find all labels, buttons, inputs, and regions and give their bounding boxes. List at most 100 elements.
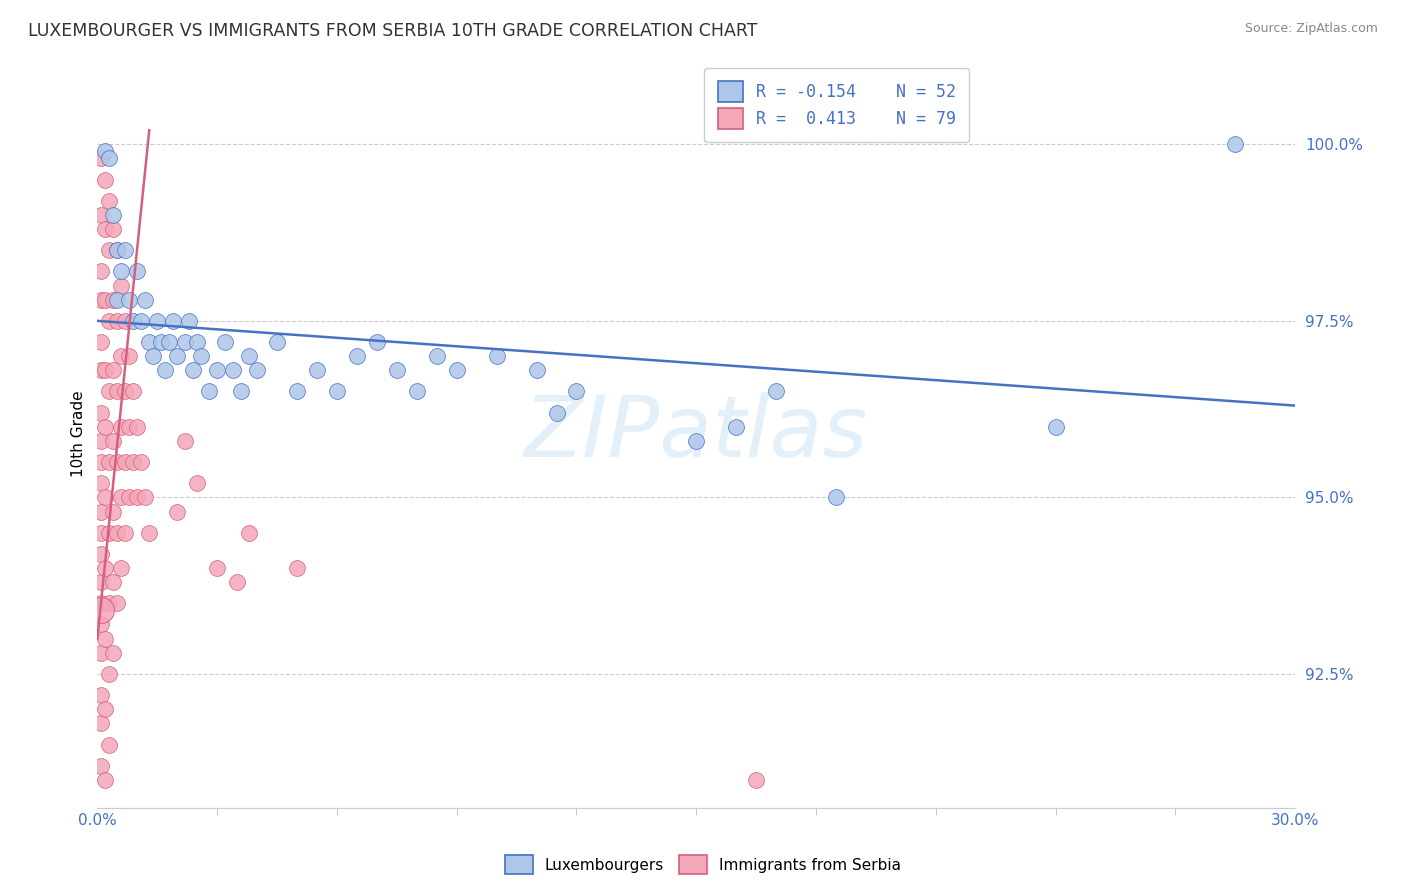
Point [238,349,260,363]
Point [98,314,121,328]
Point [118,349,141,363]
Point [1045,419,1067,434]
Point [90,293,112,307]
Point [90,575,112,590]
Point [110,419,132,434]
Point [146,314,169,328]
Point [157,334,180,349]
Point [129,455,152,469]
Point [105,244,128,258]
Point [90,152,112,166]
Point [186,334,208,349]
Point [103,208,125,222]
Point [94,772,117,787]
Point [246,363,269,377]
Point [110,264,132,278]
Point [105,293,128,307]
Point [94,172,117,186]
Point [105,384,128,399]
Text: ZIPatlas: ZIPatlas [524,392,869,475]
Point [446,363,468,377]
Point [90,646,112,660]
Point [765,384,787,399]
Point [90,603,112,617]
Point [110,561,132,575]
Point [745,772,768,787]
Point [186,476,208,491]
Point [114,244,136,258]
Point [205,363,228,377]
Point [122,455,145,469]
Point [94,702,117,716]
Point [190,349,212,363]
Point [98,152,121,166]
Point [825,491,848,505]
Point [114,455,136,469]
Point [181,363,204,377]
Point [90,208,112,222]
Point [98,194,121,208]
Legend: Luxembourgers, Immigrants from Serbia: Luxembourgers, Immigrants from Serbia [499,849,907,880]
Y-axis label: 10th Grade: 10th Grade [72,391,86,477]
Point [90,525,112,540]
Point [110,349,132,363]
Point [94,632,117,646]
Point [98,525,121,540]
Point [94,363,117,377]
Point [526,363,548,377]
Point [546,406,568,420]
Point [285,561,308,575]
Point [1225,137,1247,152]
Point [103,646,125,660]
Point [110,491,132,505]
Point [90,455,112,469]
Point [90,264,112,278]
Point [174,334,197,349]
Point [122,314,145,328]
Point [90,617,112,632]
Point [214,334,236,349]
Point [103,504,125,518]
Point [90,406,112,420]
Point [98,596,121,610]
Point [94,561,117,575]
Point [129,314,152,328]
Point [222,363,245,377]
Point [134,491,156,505]
Point [174,434,197,448]
Point [326,384,349,399]
Point [90,476,112,491]
Point [94,222,117,236]
Point [166,349,188,363]
Point [105,596,128,610]
Point [134,293,156,307]
Point [103,293,125,307]
Point [485,349,508,363]
Text: Source: ZipAtlas.com: Source: ZipAtlas.com [1244,22,1378,36]
Point [90,434,112,448]
Point [226,575,249,590]
Point [94,145,117,159]
Point [426,349,449,363]
Point [205,561,228,575]
Point [98,384,121,399]
Point [98,667,121,681]
Point [103,434,125,448]
Point [127,491,149,505]
Point [127,264,149,278]
Point [103,363,125,377]
Point [366,334,388,349]
Point [179,314,201,328]
Point [127,419,149,434]
Point [725,419,748,434]
Point [90,596,112,610]
Point [94,419,117,434]
Point [105,525,128,540]
Point [103,222,125,236]
Point [565,384,588,399]
Point [90,334,112,349]
Point [118,419,141,434]
Point [305,363,328,377]
Point [138,334,160,349]
Point [98,244,121,258]
